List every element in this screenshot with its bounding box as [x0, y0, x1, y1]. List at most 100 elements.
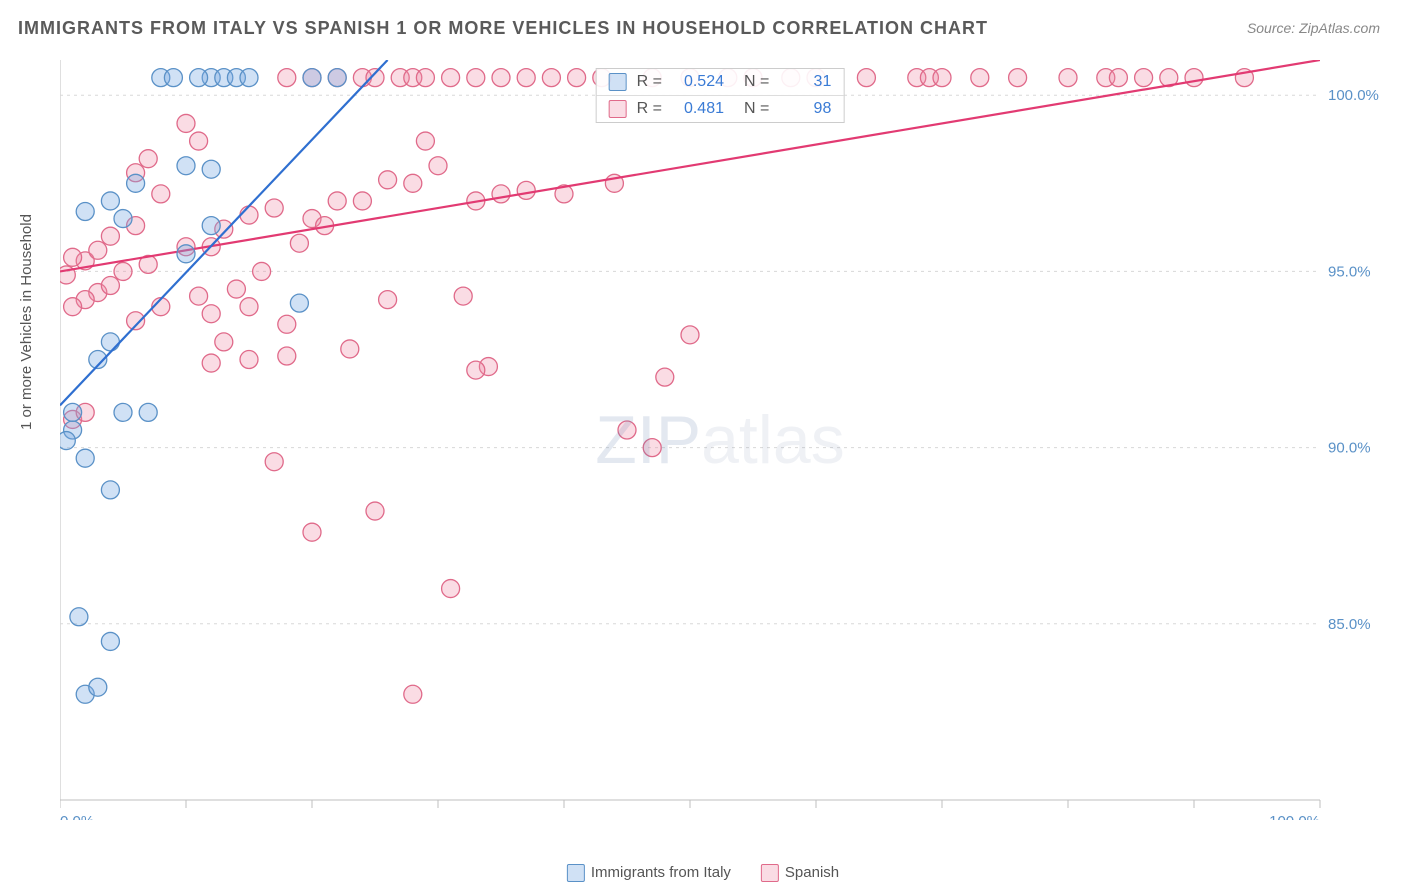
- spanish-point: [278, 347, 296, 365]
- italy-point: [101, 481, 119, 499]
- spanish-point: [240, 351, 258, 369]
- italy-point: [139, 403, 157, 421]
- italy-point: [101, 333, 119, 351]
- spanish-point: [442, 580, 460, 598]
- spanish-n-value: 98: [779, 100, 831, 118]
- plot-area: 85.0%90.0%95.0%100.0%0.0%100.0% ZIPatlas…: [60, 60, 1380, 820]
- italy-point: [76, 203, 94, 221]
- chart-title: IMMIGRANTS FROM ITALY VS SPANISH 1 OR MO…: [18, 18, 988, 39]
- spanish-point: [177, 114, 195, 132]
- spanish-point: [89, 241, 107, 259]
- spanish-point: [328, 192, 346, 210]
- spanish-point: [101, 277, 119, 295]
- spanish-point: [404, 685, 422, 703]
- spanish-point: [1059, 69, 1077, 87]
- spanish-point: [152, 185, 170, 203]
- spanish-point: [190, 287, 208, 305]
- x-tick-label-right: 100.0%: [1269, 813, 1320, 820]
- spanish-point: [517, 181, 535, 199]
- y-tick-label: 85.0%: [1328, 616, 1371, 633]
- spanish-point: [265, 453, 283, 471]
- r-label: R =: [637, 73, 662, 91]
- spanish-point: [1109, 69, 1127, 87]
- spanish-point: [857, 69, 875, 87]
- legend-label: Spanish: [785, 864, 839, 881]
- spanish-point: [202, 354, 220, 372]
- spanish-point: [101, 227, 119, 245]
- spanish-point: [656, 368, 674, 386]
- y-axis-label: 1 or more Vehicles in Household: [18, 214, 35, 430]
- italy-r-value: 0.524: [672, 73, 724, 91]
- spanish-point: [64, 248, 82, 266]
- italy-point: [202, 160, 220, 178]
- spanish-point: [416, 69, 434, 87]
- spanish-point: [1135, 69, 1153, 87]
- stats-legend-box: R = 0.524 N = 31 R = 0.481 N = 98: [596, 68, 845, 123]
- spanish-point: [568, 69, 586, 87]
- y-tick-label: 90.0%: [1328, 440, 1371, 457]
- r-label: R =: [637, 100, 662, 118]
- scatter-plot-svg: 85.0% 90.0% 95.0% 100.0% 0.0% 100.0%: [60, 60, 1380, 820]
- spanish-point: [442, 69, 460, 87]
- x-tick-label-left: 0.0%: [60, 813, 94, 820]
- spanish-r-value: 0.481: [672, 100, 724, 118]
- spanish-point: [227, 280, 245, 298]
- spanish-point: [64, 298, 82, 316]
- spanish-point: [278, 69, 296, 87]
- spanish-point: [542, 69, 560, 87]
- stats-row-spanish: R = 0.481 N = 98: [597, 95, 844, 122]
- spanish-point: [379, 291, 397, 309]
- n-label: N =: [744, 100, 769, 118]
- spanish-point: [416, 132, 434, 150]
- italy-point: [76, 449, 94, 467]
- legend-item: Spanish: [761, 864, 839, 882]
- italy-point: [101, 632, 119, 650]
- n-label: N =: [744, 73, 769, 91]
- spanish-point: [366, 502, 384, 520]
- spanish-point: [618, 421, 636, 439]
- spanish-point: [265, 199, 283, 217]
- spanish-point: [492, 69, 510, 87]
- italy-point: [202, 217, 220, 235]
- spanish-point: [341, 340, 359, 358]
- spanish-point: [202, 305, 220, 323]
- legend-swatch-icon: [567, 864, 585, 882]
- y-tick-label: 100.0%: [1328, 87, 1379, 104]
- spanish-point: [454, 287, 472, 305]
- legend-label: Immigrants from Italy: [591, 864, 731, 881]
- italy-point: [328, 69, 346, 87]
- spanish-point: [971, 69, 989, 87]
- italy-swatch-icon: [609, 73, 627, 91]
- spanish-point: [467, 361, 485, 379]
- italy-point: [303, 69, 321, 87]
- spanish-point: [215, 333, 233, 351]
- spanish-point: [1009, 69, 1027, 87]
- italy-point: [114, 210, 132, 228]
- spanish-point: [240, 206, 258, 224]
- legend-swatch-icon: [761, 864, 779, 882]
- spanish-point: [278, 315, 296, 333]
- italy-point: [177, 157, 195, 175]
- italy-point: [101, 192, 119, 210]
- italy-point: [89, 678, 107, 696]
- italy-point: [290, 294, 308, 312]
- legend-bottom: Immigrants from Italy Spanish: [567, 864, 839, 882]
- italy-point: [177, 245, 195, 263]
- spanish-swatch-icon: [609, 100, 627, 118]
- spanish-point: [517, 69, 535, 87]
- spanish-point: [404, 174, 422, 192]
- spanish-point: [492, 185, 510, 203]
- spanish-point: [933, 69, 951, 87]
- y-tick-label: 95.0%: [1328, 263, 1371, 280]
- spanish-point: [681, 326, 699, 344]
- italy-point: [240, 69, 258, 87]
- spanish-point: [303, 523, 321, 541]
- spanish-point: [643, 439, 661, 457]
- italy-point: [190, 69, 208, 87]
- spanish-point: [353, 192, 371, 210]
- spanish-point: [366, 69, 384, 87]
- spanish-point: [467, 69, 485, 87]
- spanish-point: [290, 234, 308, 252]
- italy-n-value: 31: [779, 73, 831, 91]
- italy-point: [60, 432, 75, 450]
